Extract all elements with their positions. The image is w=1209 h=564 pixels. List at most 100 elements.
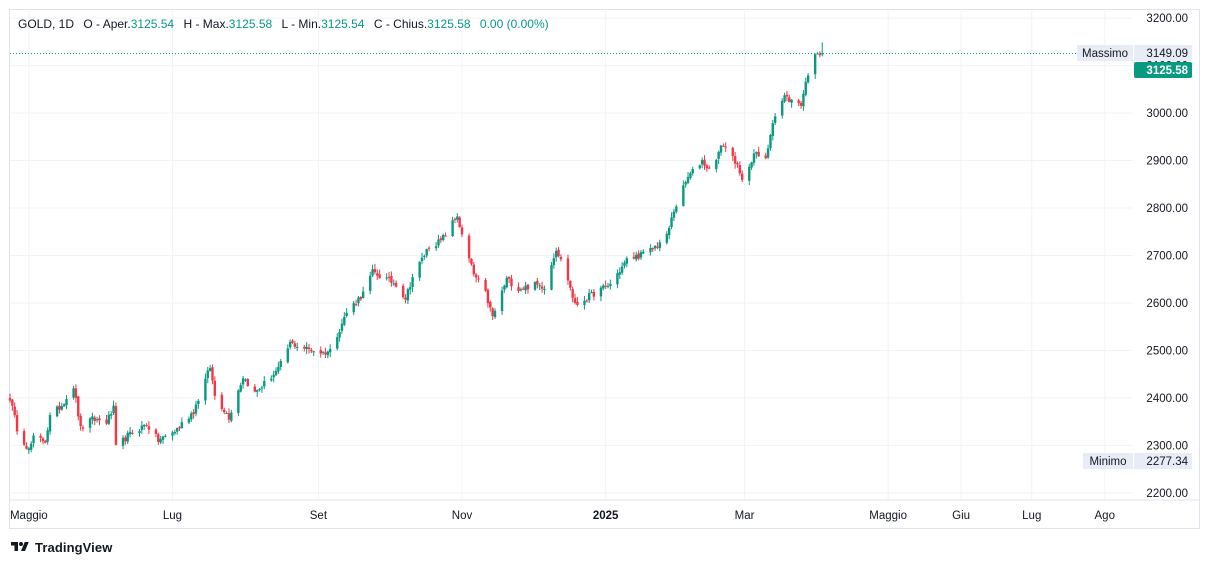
candle xyxy=(204,373,207,405)
candle-body xyxy=(623,262,626,266)
candle-body xyxy=(573,298,577,303)
current-price-badge: 3125.58 xyxy=(1134,62,1192,78)
high-marker-value: 3149.09 xyxy=(1146,48,1188,60)
candle xyxy=(190,411,193,422)
candle xyxy=(618,267,621,280)
candle xyxy=(77,395,80,421)
candle-body xyxy=(750,162,753,168)
candle-body xyxy=(373,269,377,273)
candle-body xyxy=(569,280,572,288)
candle xyxy=(505,275,508,289)
candle-body xyxy=(740,173,744,180)
candle-body xyxy=(288,341,292,348)
candle-body xyxy=(698,165,702,169)
candle xyxy=(128,426,132,438)
candle xyxy=(425,248,428,259)
candle xyxy=(554,247,558,262)
candle-body xyxy=(293,343,297,347)
candle-body xyxy=(13,406,16,416)
candle-body xyxy=(74,388,78,398)
candle-body xyxy=(665,233,669,243)
candle-body xyxy=(359,297,362,300)
candle xyxy=(484,278,487,292)
candle xyxy=(437,234,440,248)
candle-body xyxy=(241,378,245,385)
candle xyxy=(336,333,339,351)
candle-body xyxy=(736,163,739,165)
candle xyxy=(604,280,607,289)
candle xyxy=(213,376,217,400)
candle-body xyxy=(352,303,355,313)
candle xyxy=(750,161,753,171)
time-tick-label: Nov xyxy=(452,510,473,522)
candle-body xyxy=(705,165,709,169)
candle xyxy=(651,247,654,253)
candle-body xyxy=(138,431,141,433)
candle-body xyxy=(145,425,148,427)
candle xyxy=(274,367,278,377)
candle-body xyxy=(818,53,822,56)
candle-body xyxy=(420,257,424,262)
grid-layer xyxy=(10,11,1133,500)
candle-body xyxy=(371,269,374,276)
candle xyxy=(376,269,379,281)
price-tick-label: 2700.00 xyxy=(1146,251,1188,263)
candle xyxy=(326,350,330,359)
candle xyxy=(338,328,341,342)
footer-brand[interactable]: TradingView xyxy=(10,538,112,556)
candle xyxy=(230,409,233,423)
candle-body xyxy=(274,370,278,375)
candle xyxy=(208,365,212,372)
candle xyxy=(781,98,784,119)
candle xyxy=(373,263,377,275)
candle xyxy=(15,410,19,435)
price-tick-label: 2400.00 xyxy=(1146,393,1188,405)
candle xyxy=(467,233,471,263)
candle xyxy=(500,286,504,315)
candle-body xyxy=(731,147,734,156)
candle-body xyxy=(635,254,638,260)
candle xyxy=(818,51,822,58)
candle xyxy=(161,435,165,444)
candle xyxy=(237,389,240,416)
candle-body xyxy=(258,389,261,391)
candle xyxy=(157,432,160,445)
candle-body xyxy=(270,378,273,381)
candle-body xyxy=(649,248,652,253)
candle xyxy=(540,281,544,293)
candle xyxy=(616,269,619,289)
price-tick-label: 3000.00 xyxy=(1146,108,1188,120)
candle xyxy=(293,340,297,349)
candle-body xyxy=(717,151,720,159)
candle-body xyxy=(609,283,612,286)
candle xyxy=(409,282,412,295)
time-tick-label: Set xyxy=(310,510,328,522)
current-price-badge-value: 3125.58 xyxy=(1146,65,1188,77)
candle xyxy=(392,279,395,286)
candle xyxy=(48,412,52,435)
candle-body xyxy=(484,280,487,291)
candle xyxy=(60,402,63,411)
candle-body xyxy=(748,166,751,181)
candle-body xyxy=(493,310,497,318)
candle-body xyxy=(376,273,379,276)
candle-body xyxy=(171,432,174,436)
candle xyxy=(656,242,659,250)
candle-body xyxy=(458,217,461,228)
candle xyxy=(296,342,299,352)
candle-body xyxy=(456,216,459,220)
candle-body xyxy=(411,277,414,287)
candle-body xyxy=(180,422,184,429)
candle xyxy=(748,163,751,186)
candle-body xyxy=(178,427,181,429)
candle-body xyxy=(206,370,209,379)
candle-body xyxy=(783,95,786,102)
candle-body xyxy=(65,399,68,406)
candle-body xyxy=(378,274,381,278)
candle xyxy=(783,92,786,104)
candle-body xyxy=(510,278,513,287)
candle xyxy=(258,388,261,392)
candle-body xyxy=(764,155,767,159)
candle xyxy=(140,421,144,434)
